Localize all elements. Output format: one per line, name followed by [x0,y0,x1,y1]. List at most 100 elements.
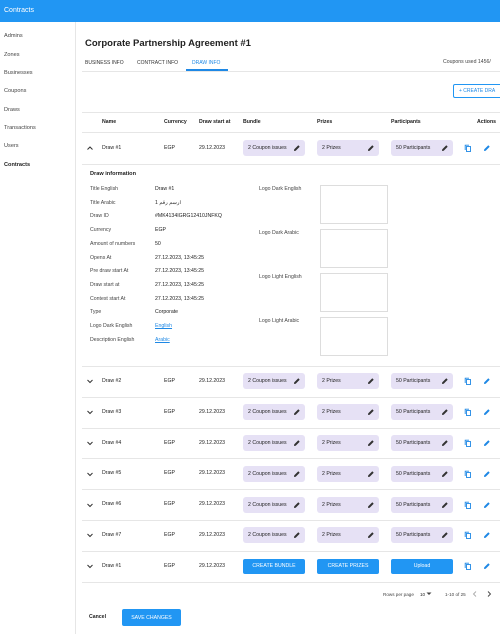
expand-icon[interactable] [86,377,94,385]
copy-icon[interactable] [464,501,472,509]
next-page[interactable] [485,590,493,598]
chip[interactable]: 50 Participants [391,496,453,513]
chip[interactable]: 2 Prizes [317,435,379,451]
cancel-button[interactable]: Cancel [89,614,107,620]
chip[interactable]: 50 Participants [391,435,453,451]
edit-icon[interactable] [293,377,301,385]
copy-icon[interactable] [464,439,472,447]
edit-icon[interactable] [441,144,449,152]
edit-icon[interactable] [367,144,375,152]
chip[interactable]: 2 Prizes [317,496,379,513]
copy-icon[interactable] [464,377,472,386]
tab[interactable]: CONTRACT INFO [137,60,179,66]
edit-icon[interactable] [483,408,491,416]
chip[interactable]: 2 Coupon issues [243,140,305,156]
tab[interactable]: BUSINESS INFO [85,60,124,66]
edit-icon[interactable] [367,501,375,509]
chip[interactable]: 2 Coupon issues [243,496,305,513]
chip[interactable]: 2 Coupon issues [243,527,305,544]
chip[interactable]: 2 Coupon issues [243,373,305,390]
sidebar-item[interactable]: Businesses [4,70,33,76]
row-line [82,489,500,491]
expand-icon[interactable] [86,501,94,509]
sidebar-item[interactable]: Contracts [4,162,31,168]
sidebar-item[interactable]: Coupons [4,88,27,94]
sidebar-item[interactable]: Admins [4,33,23,39]
expand-icon[interactable] [86,408,94,416]
prev-page[interactable] [471,590,479,598]
copy-icon[interactable] [464,531,472,540]
chip[interactable]: 50 Participants [391,140,453,156]
edit-icon[interactable] [441,377,449,385]
create-button[interactable]: CREATE PRIZES [317,558,379,574]
edit-icon[interactable] [441,501,449,509]
edit-icon[interactable] [293,501,301,509]
column-header: Draw start at [199,119,231,125]
copy-icon[interactable] [464,470,472,478]
sidebar-item[interactable]: Draws [4,107,20,113]
edit-icon[interactable] [293,408,301,416]
create-button[interactable]: + CREATE DRA [453,84,500,98]
edit-icon[interactable] [441,408,449,416]
chip[interactable]: 2 Prizes [317,465,379,482]
sidebar-item[interactable]: Zones [4,52,20,58]
edit-icon[interactable] [483,531,491,539]
edit-icon[interactable] [293,144,301,152]
field-value[interactable]: Arabic [155,336,170,343]
draw-currency: EGP [164,470,175,477]
expand-icon[interactable] [86,562,94,570]
copy-icon[interactable] [464,144,472,152]
field-value: Corporate [155,309,179,316]
chip[interactable]: 50 Participants [391,373,453,390]
edit-icon[interactable] [483,144,491,152]
expand-icon[interactable] [86,531,94,539]
edit-icon[interactable] [483,470,491,478]
tab[interactable]: DRAW INFO [192,60,221,66]
sidebar-item[interactable]: Users [4,143,19,149]
edit-icon[interactable] [293,531,301,539]
page-size-arrow[interactable] [425,590,433,598]
row-line [82,164,500,165]
column-header: Currency [164,119,187,125]
create-button[interactable]: CREATE BUNDLE [243,558,305,574]
edit-icon[interactable] [483,377,491,385]
collapse-icon[interactable] [86,144,94,152]
chip[interactable]: 2 Coupon issues [243,435,305,451]
edit-icon[interactable] [293,439,301,447]
chip[interactable]: 2 Prizes [317,140,379,156]
edit-icon[interactable] [441,439,449,447]
edit-icon[interactable] [367,439,375,447]
copy-icon[interactable] [464,408,472,417]
field-label: Logo Dark English [90,323,133,329]
chip[interactable]: 2 Coupon issues [243,465,305,482]
edit-icon[interactable] [483,501,491,509]
save-button[interactable]: SAVE CHANGES [122,609,181,626]
edit-icon[interactable] [441,470,449,478]
chip[interactable]: 50 Participants [391,404,453,421]
expand-icon[interactable] [86,470,94,478]
field-label: Title Arabic [90,199,116,206]
chip[interactable]: 2 Coupon issues [243,404,305,421]
copy-icon[interactable] [464,562,472,571]
field-value[interactable]: English [155,323,173,329]
edit-icon[interactable] [367,377,375,385]
edit-icon[interactable] [441,531,449,539]
edit-icon[interactable] [367,408,375,416]
edit-icon[interactable] [483,439,491,447]
edit-icon[interactable] [367,531,375,539]
sidebar-item[interactable]: Transactions [4,125,36,131]
expand-icon[interactable] [86,439,94,447]
edit-icon[interactable] [367,470,375,478]
field-label: Description English [90,336,135,343]
chip[interactable]: 2 Prizes [317,527,379,544]
chip[interactable]: 50 Participants [391,527,453,544]
chip[interactable]: 2 Prizes [317,373,379,390]
create-button[interactable]: Upload [391,558,453,574]
field-value: 27.12.2023, 13:45:25 [155,295,205,302]
chip[interactable]: 50 Participants [391,465,453,482]
edit-icon[interactable] [293,470,301,478]
edit-icon[interactable] [483,562,491,570]
page-size[interactable]: 10 [420,592,426,597]
chip[interactable]: 2 Prizes [317,404,379,421]
draw-date: 29.12.2023 [199,501,225,508]
